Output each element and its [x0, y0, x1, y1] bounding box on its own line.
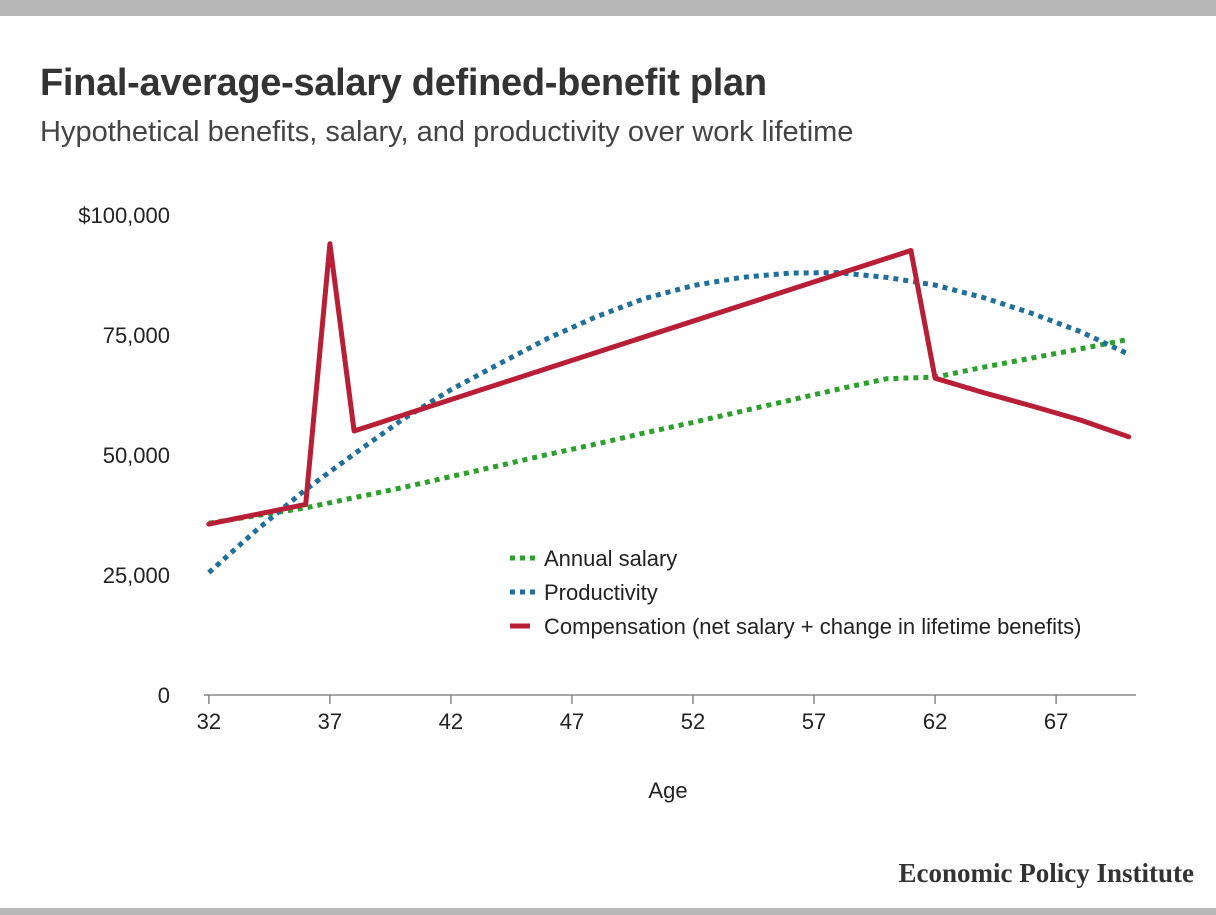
y-tick-label: $100,000	[78, 203, 170, 228]
y-axis-tick-labels: $100,000 75,000 50,000 25,000 0	[78, 203, 170, 708]
x-axis: 32 37 42 47 52 57 62 67	[197, 694, 1136, 734]
x-tick-label: 32	[197, 709, 221, 734]
x-tick-label: 52	[681, 709, 705, 734]
legend: Annual salary Productivity Compensation (n…	[510, 546, 1081, 639]
y-tick-label: 0	[158, 683, 170, 708]
chart-title: Final-average-salary defined-benefit pla…	[40, 62, 767, 104]
legend-label: Annual salary	[544, 546, 677, 571]
top-border-bar	[0, 0, 1216, 16]
y-tick-label: 25,000	[103, 563, 170, 588]
x-axis-title: Age	[648, 778, 687, 803]
x-tick-label: 37	[318, 709, 342, 734]
series-line-compensation-net-salary-	[206, 241, 1132, 527]
legend-label: Compensation (net salary + change in lif…	[544, 614, 1081, 639]
y-tick-label: 50,000	[103, 443, 170, 468]
bottom-border-bar	[0, 908, 1216, 915]
chart-subtitle: Hypothetical benefits, salary, and produ…	[40, 116, 854, 148]
series-line-annual-salary	[208, 336, 1130, 526]
y-tick-label: 75,000	[103, 323, 170, 348]
x-tick-label: 62	[923, 709, 947, 734]
x-tick-label: 67	[1044, 709, 1068, 734]
source-logo-text: Economic Policy Institute	[898, 858, 1194, 888]
series-lines	[206, 241, 1132, 575]
x-tick-label: 57	[802, 709, 826, 734]
x-tick-label: 42	[439, 709, 463, 734]
x-tick-label: 47	[560, 709, 584, 734]
legend-label: Productivity	[544, 580, 658, 605]
series-line-productivity	[207, 270, 1130, 575]
